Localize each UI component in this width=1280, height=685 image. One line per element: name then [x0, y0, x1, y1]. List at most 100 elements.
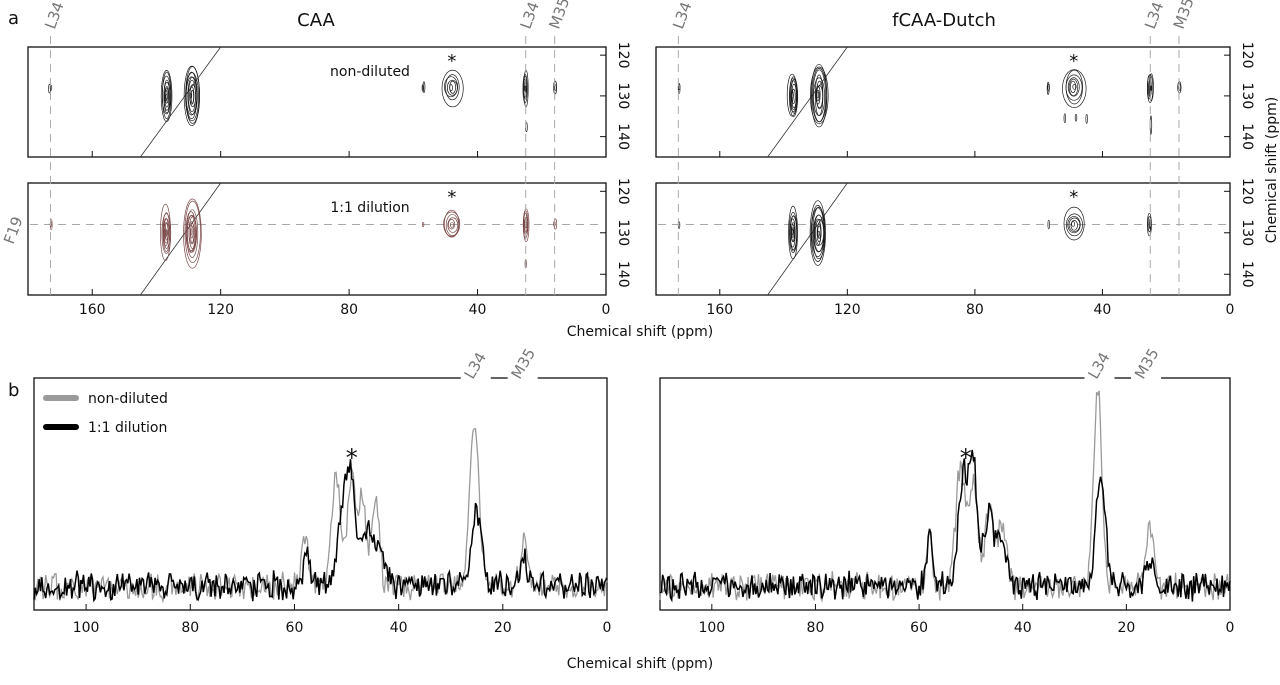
spectrum-line-dilution — [659, 449, 1231, 603]
residue-label: M35 — [545, 0, 573, 31]
diagonal-line — [140, 46, 221, 158]
contour-peak — [553, 218, 558, 230]
x-tick-label: 80 — [966, 302, 984, 318]
fcaa-title: fCAA-Dutch — [892, 10, 996, 31]
y-tick-label: 120 — [1239, 178, 1255, 205]
f19-label: F19 — [0, 214, 26, 246]
contour-peak — [449, 84, 453, 92]
contour-peak — [422, 81, 426, 94]
contour-peak — [817, 225, 822, 239]
plot-frame — [659, 377, 1231, 611]
panel-a-ylabel: Chemical shift (ppm) — [1264, 97, 1280, 243]
contour-peak — [1063, 113, 1066, 124]
contour-peak — [190, 89, 194, 104]
contour-peak — [809, 200, 826, 266]
y-tick-label: 130 — [615, 219, 631, 246]
y-tick-label: 120 — [615, 178, 631, 205]
y-tick-label: 140 — [1239, 261, 1255, 288]
contour-peak — [791, 83, 797, 109]
contour-peak — [677, 83, 681, 91]
contour-peak — [1146, 212, 1152, 237]
contour-peak — [523, 85, 527, 91]
x-tick-label: 80 — [807, 620, 825, 636]
x-tick-label: 40 — [469, 302, 487, 318]
contour-peak — [189, 228, 193, 236]
spectrum-line-non-diluted — [659, 390, 1231, 603]
panel-a-xlabel: Chemical shift (ppm) — [567, 324, 713, 340]
x-tick-label: 40 — [1094, 302, 1112, 318]
legend: non-diluted 1:1 dilution — [43, 391, 168, 436]
contour-peak — [790, 224, 795, 242]
residue-label: L34 — [517, 0, 543, 31]
contour-peak — [1074, 113, 1078, 122]
plot-frame — [27, 182, 607, 296]
y-tick-label: 120 — [615, 42, 631, 69]
panel-b-label: b — [8, 380, 19, 401]
contour-peak — [1069, 80, 1077, 93]
spectrum-line-non-diluted — [33, 428, 608, 604]
contour-peak — [1178, 83, 1181, 91]
contour-peak — [791, 228, 794, 235]
contour-peak — [1063, 206, 1085, 241]
contour-peak — [186, 215, 196, 252]
contour-peak — [189, 92, 193, 99]
diagonal-line — [767, 46, 848, 158]
contour-peak — [185, 211, 197, 253]
contour-peak — [444, 209, 460, 238]
contour-peak — [1072, 83, 1077, 90]
x-tick-label: 100 — [698, 620, 725, 636]
legend-label-non-diluted: non-diluted — [88, 391, 168, 407]
x-tick-label: 20 — [494, 620, 512, 636]
contour-peak — [184, 200, 201, 263]
diagonal-line — [767, 182, 848, 296]
label-gap — [1084, 375, 1115, 381]
asterisk-marker: * — [447, 187, 456, 208]
contour-peak — [1068, 217, 1081, 232]
x-tick-label: 60 — [286, 620, 304, 636]
y-tick-label: 140 — [615, 123, 631, 150]
contour-peak — [447, 217, 459, 233]
asterisk-marker: * — [346, 444, 358, 472]
contour-peak — [1149, 84, 1153, 92]
contour-peak — [443, 211, 461, 237]
residue-label: L34 — [1141, 0, 1167, 31]
contour-peak — [164, 87, 169, 104]
contour-peak — [165, 229, 168, 236]
contour-peak — [816, 91, 819, 99]
asterisk-marker: * — [447, 51, 456, 72]
contour-peak — [553, 80, 557, 95]
contour-peak — [441, 69, 464, 108]
contour-peak — [445, 214, 460, 236]
residue-label: M35 — [1170, 0, 1198, 31]
x-tick-label: 160 — [79, 302, 106, 318]
asterisk-marker: * — [1069, 187, 1078, 208]
residue-label: L34 — [41, 0, 67, 31]
contour-peak — [812, 206, 826, 260]
asterisk-marker: * — [1069, 51, 1078, 72]
x-tick-label: 40 — [1014, 620, 1032, 636]
contour-peak — [1062, 69, 1087, 109]
x-tick-label: 160 — [706, 302, 733, 318]
contour-peak — [789, 77, 798, 113]
x-tick-label: 100 — [73, 620, 100, 636]
y-tick-label: 140 — [1239, 123, 1255, 150]
y-tick-label: 140 — [615, 261, 631, 288]
contour-peak — [187, 76, 198, 115]
x-tick-label: 0 — [1226, 302, 1235, 318]
x-tick-label: 0 — [602, 302, 611, 318]
contour-peak — [815, 85, 821, 105]
label-gap — [1131, 375, 1162, 381]
contour-peak — [448, 219, 456, 230]
diagonal-line — [140, 182, 221, 296]
subplot-label-non-diluted: non-diluted — [330, 64, 410, 80]
contour-peak — [1065, 74, 1083, 101]
x-tick-label: 0 — [1226, 620, 1235, 636]
contour-peak — [1071, 221, 1076, 227]
label-gap — [460, 375, 491, 381]
x-tick-label: 120 — [207, 302, 234, 318]
contour-peak — [1085, 114, 1088, 124]
legend-label-dilution: 1:1 dilution — [88, 420, 167, 436]
x-tick-label: 120 — [834, 302, 861, 318]
contour-peak — [1068, 78, 1079, 97]
